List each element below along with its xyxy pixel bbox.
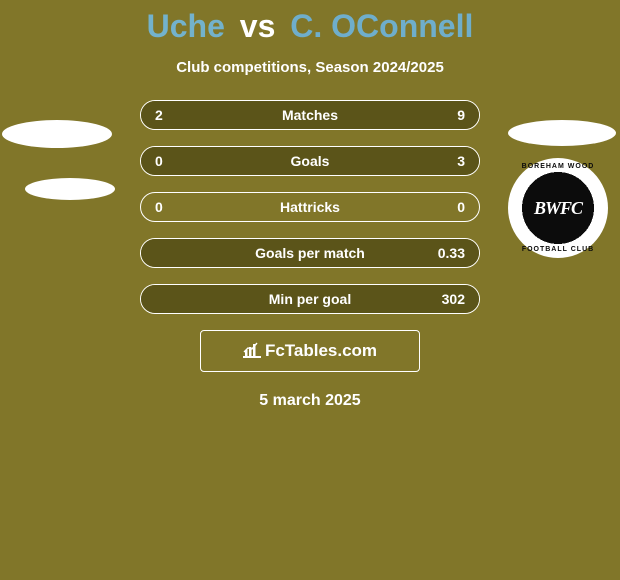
stat-bar: 0 Goals 3: [140, 146, 480, 176]
stat-label: Min per goal: [269, 291, 351, 307]
stat-value-right: 302: [442, 291, 465, 307]
watermark-text: FcTables.com: [265, 341, 377, 360]
stat-bar: Goals per match 0.33: [140, 238, 480, 268]
crest-bottom-text: FOOTBALL CLUB: [508, 246, 608, 253]
stat-value-left: 2: [155, 107, 163, 123]
crest-monogram: BWFC: [534, 198, 582, 219]
stat-value-left: 0: [155, 199, 163, 215]
stat-value-right: 0.33: [438, 245, 465, 261]
placeholder-ellipse: [508, 120, 616, 146]
stat-label: Hattricks: [280, 199, 340, 215]
stat-value-right: 9: [457, 107, 465, 123]
stat-value-right: 0: [457, 199, 465, 215]
player2-name: C. OConnell: [290, 8, 473, 44]
comparison-title: Uche vs C. OConnell: [0, 0, 620, 45]
stat-value-right: 3: [457, 153, 465, 169]
stat-bar: 0 Hattricks 0: [140, 192, 480, 222]
stat-label: Matches: [282, 107, 338, 123]
vs-text: vs: [240, 8, 276, 44]
club-crest: BOREHAM WOOD BWFC FOOTBALL CLUB: [508, 158, 608, 258]
placeholder-ellipse: [25, 178, 115, 200]
crest-top-text: BOREHAM WOOD: [508, 163, 608, 170]
left-decoration: [0, 120, 115, 200]
player1-name: Uche: [147, 8, 225, 44]
right-decoration: BOREHAM WOOD BWFC FOOTBALL CLUB: [508, 120, 620, 258]
watermark-box: FcTables.com: [200, 330, 420, 372]
chart-icon: [243, 342, 261, 363]
stat-label: Goals per match: [255, 245, 365, 261]
stat-label: Goals: [291, 153, 330, 169]
stat-value-left: 0: [155, 153, 163, 169]
stat-bar: Min per goal 302: [140, 284, 480, 314]
stat-bar: 2 Matches 9: [140, 100, 480, 130]
placeholder-ellipse: [2, 120, 112, 148]
date-text: 5 march 2025: [0, 392, 620, 410]
subtitle: Club competitions, Season 2024/2025: [0, 59, 620, 76]
